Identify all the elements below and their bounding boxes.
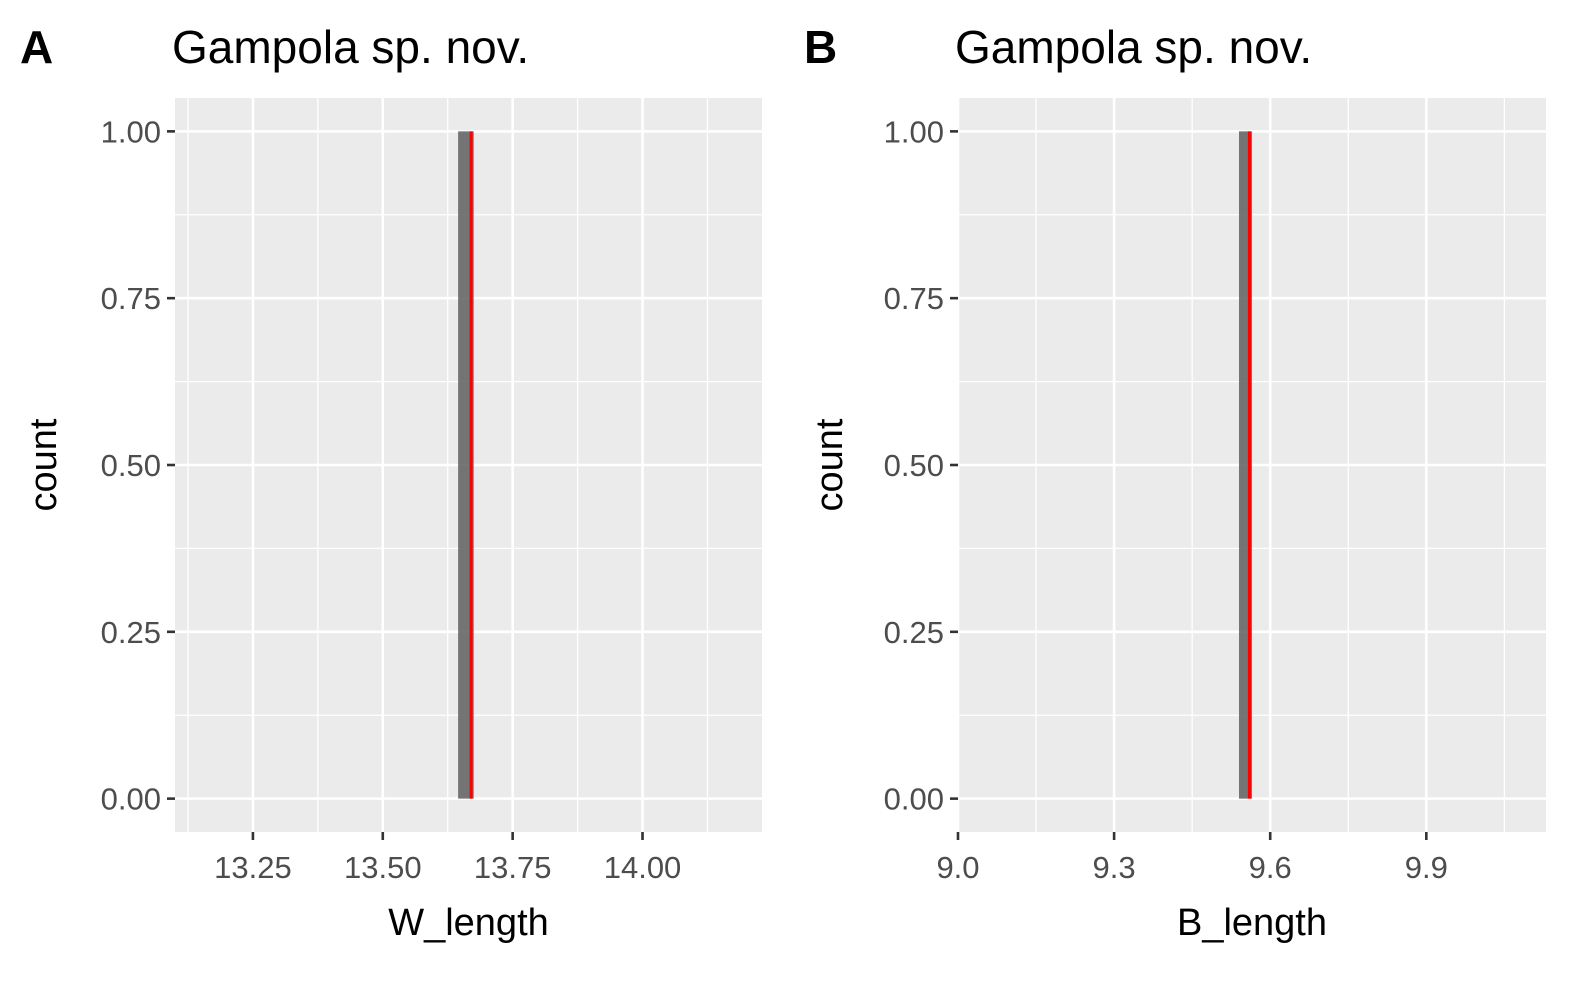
y-tick-label: 0.25	[884, 615, 944, 650]
panel-a: 0.00 0.25 0.50 0.75 1.00 13.25 13.50 13.75 14.00…	[20, 21, 762, 944]
y-tick-label: 0.50	[884, 448, 944, 483]
x-axis-title: W_length	[388, 902, 549, 944]
y-tick-label: 0.25	[101, 615, 161, 650]
y-tick-label: 0.50	[101, 448, 161, 483]
panel-tag: A	[20, 21, 53, 73]
chart-title: Gampola sp. nov.	[955, 21, 1312, 73]
chart-title: Gampola sp. nov.	[172, 21, 529, 73]
x-tick-label: 9.6	[1249, 850, 1292, 885]
panel-b: 0.00 0.25 0.50 0.75 1.00 9.0 9.3 9.6 9.9 B_length…	[804, 21, 1546, 944]
y-axis-title: count	[809, 418, 851, 511]
x-tick-label: 9.3	[1093, 850, 1136, 885]
x-tick-label: 13.75	[474, 850, 552, 885]
x-tick-label: 13.25	[214, 850, 292, 885]
y-axis-title: count	[23, 418, 65, 511]
y-tick-label: 0.75	[101, 281, 161, 316]
y-tick-label: 1.00	[101, 114, 161, 149]
y-tick-label: 0.00	[101, 782, 161, 817]
x-tick-label: 9.0	[936, 850, 979, 885]
x-tick-label: 14.00	[604, 850, 682, 885]
panel-tag: B	[804, 21, 837, 73]
x-axis-title: B_length	[1177, 902, 1327, 944]
y-tick-label: 0.75	[884, 281, 944, 316]
y-tick-label: 1.00	[884, 114, 944, 149]
x-tick-label: 9.9	[1405, 850, 1448, 885]
x-tick-label: 13.50	[344, 850, 422, 885]
y-tick-label: 0.00	[884, 782, 944, 817]
